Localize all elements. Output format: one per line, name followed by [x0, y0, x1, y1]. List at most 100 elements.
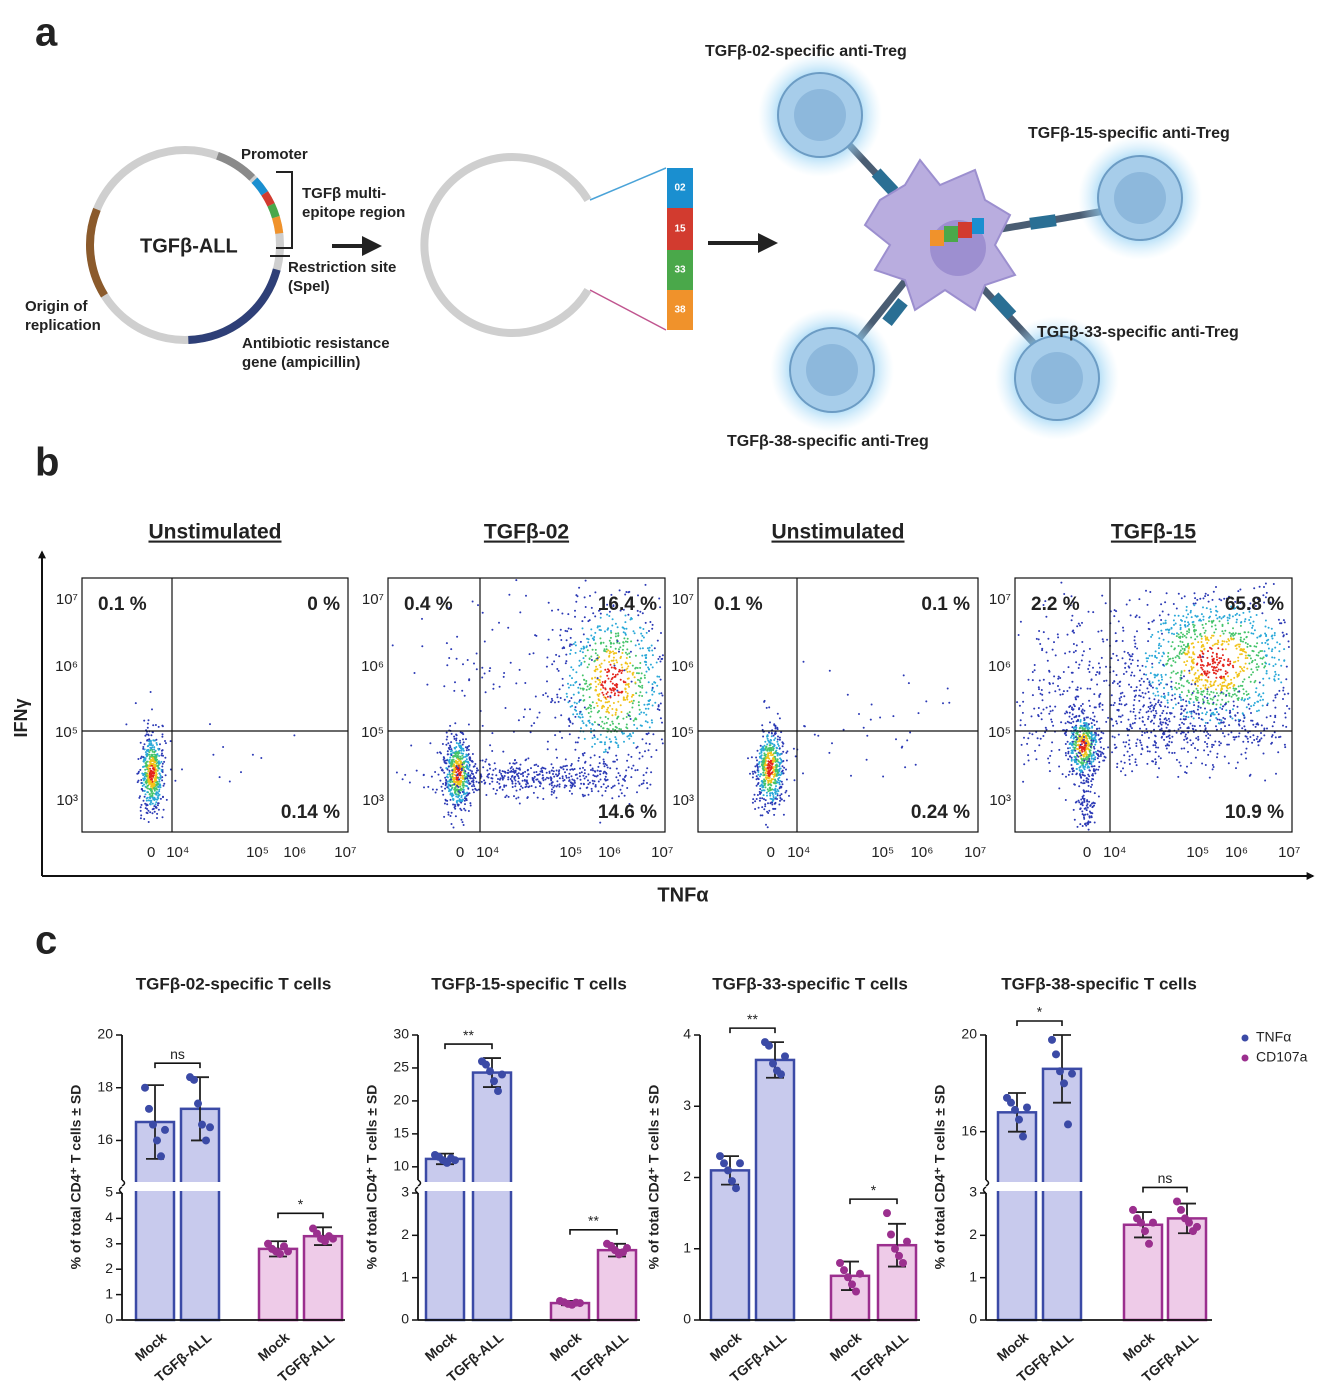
event-dot [477, 604, 479, 607]
event-dot [1211, 662, 1214, 665]
label: Antibiotic resistance [242, 335, 390, 352]
event-dot [1276, 693, 1279, 696]
event-dot [577, 691, 580, 694]
event-dot [1278, 658, 1280, 661]
event-dot [141, 782, 144, 784]
event-dot [646, 787, 649, 790]
event-dot [608, 746, 611, 749]
event-dot [573, 781, 576, 784]
event-dot [152, 724, 155, 727]
event-dot [618, 727, 621, 730]
event-dot [631, 664, 634, 667]
event-dot [606, 701, 609, 704]
event-dot [1195, 677, 1198, 680]
event-dot [579, 640, 582, 643]
event-dot [603, 751, 605, 754]
event-dot [1097, 754, 1100, 757]
event-dot [528, 653, 531, 656]
event-dot [459, 791, 462, 794]
event-dot [439, 751, 441, 754]
event-dot [768, 776, 771, 779]
event-dot [586, 685, 589, 688]
event-dot [1095, 734, 1097, 736]
event-dot [1211, 698, 1214, 701]
event-dot [624, 640, 627, 643]
event-dot [618, 648, 620, 651]
event-dot [767, 763, 770, 766]
event-dot [583, 752, 586, 754]
event-dot [1172, 659, 1175, 662]
event-dot [588, 721, 591, 724]
event-dot [608, 669, 611, 672]
event-dot [1090, 780, 1093, 783]
event-dot [1068, 711, 1071, 714]
event-dot [489, 667, 492, 670]
event-dot [636, 609, 639, 612]
event-dot [1172, 619, 1175, 622]
event-dot [1216, 711, 1218, 714]
epitope-block [667, 208, 693, 250]
event-dot [578, 699, 581, 702]
event-dot [1200, 673, 1203, 675]
event-dot [576, 741, 579, 744]
event-dot [153, 748, 156, 751]
event-dot [158, 790, 161, 793]
event-dot [1244, 618, 1247, 621]
event-dot [1146, 687, 1149, 690]
event-dot [1192, 717, 1195, 720]
event-dot [1191, 621, 1194, 624]
event-dot [640, 677, 643, 680]
event-dot [773, 781, 776, 784]
event-dot [1243, 650, 1246, 653]
event-dot [948, 701, 951, 704]
event-dot [768, 772, 771, 774]
event-dot [567, 701, 570, 704]
event-dot [460, 769, 463, 772]
event-dot [1253, 587, 1256, 590]
event-dot [1271, 725, 1274, 728]
y-tick-label: 10⁷ [672, 591, 694, 608]
event-dot [1018, 704, 1021, 707]
event-dot [154, 724, 157, 726]
event-dot [134, 702, 137, 705]
event-dot [471, 785, 473, 788]
event-dot [1138, 598, 1141, 601]
event-dot [626, 759, 629, 762]
event-dot [1250, 673, 1253, 676]
event-dot [465, 775, 468, 778]
event-dot [1179, 628, 1182, 631]
event-dot [454, 765, 456, 768]
event-dot [636, 769, 639, 771]
event-dot [524, 682, 527, 684]
event-dot [612, 702, 615, 704]
event-dot [472, 773, 474, 775]
event-dot [772, 807, 775, 810]
event-dot [1151, 681, 1154, 684]
event-dot [157, 797, 160, 800]
event-dot [1153, 676, 1156, 679]
event-dot [498, 786, 501, 789]
event-dot [503, 785, 506, 788]
y-tick-label: 10⁶ [55, 658, 78, 675]
event-dot [139, 809, 142, 812]
event-dot [608, 639, 611, 642]
event-dot [599, 666, 602, 669]
event-dot [603, 722, 606, 725]
event-dot [461, 791, 464, 793]
event-dot [763, 752, 766, 755]
event-dot [142, 760, 145, 763]
event-dot [759, 775, 761, 778]
event-dot [751, 776, 754, 779]
event-dot [925, 700, 928, 703]
event-dot [625, 657, 628, 659]
event-dot [155, 784, 158, 787]
event-dot [624, 593, 627, 596]
event-dot [612, 659, 615, 662]
event-dot [1241, 697, 1244, 699]
event-dot [781, 783, 784, 786]
event-dot [566, 695, 569, 698]
event-dot [448, 606, 451, 609]
event-dot [759, 788, 762, 790]
event-dot [759, 797, 762, 800]
event-dot [1179, 624, 1182, 627]
